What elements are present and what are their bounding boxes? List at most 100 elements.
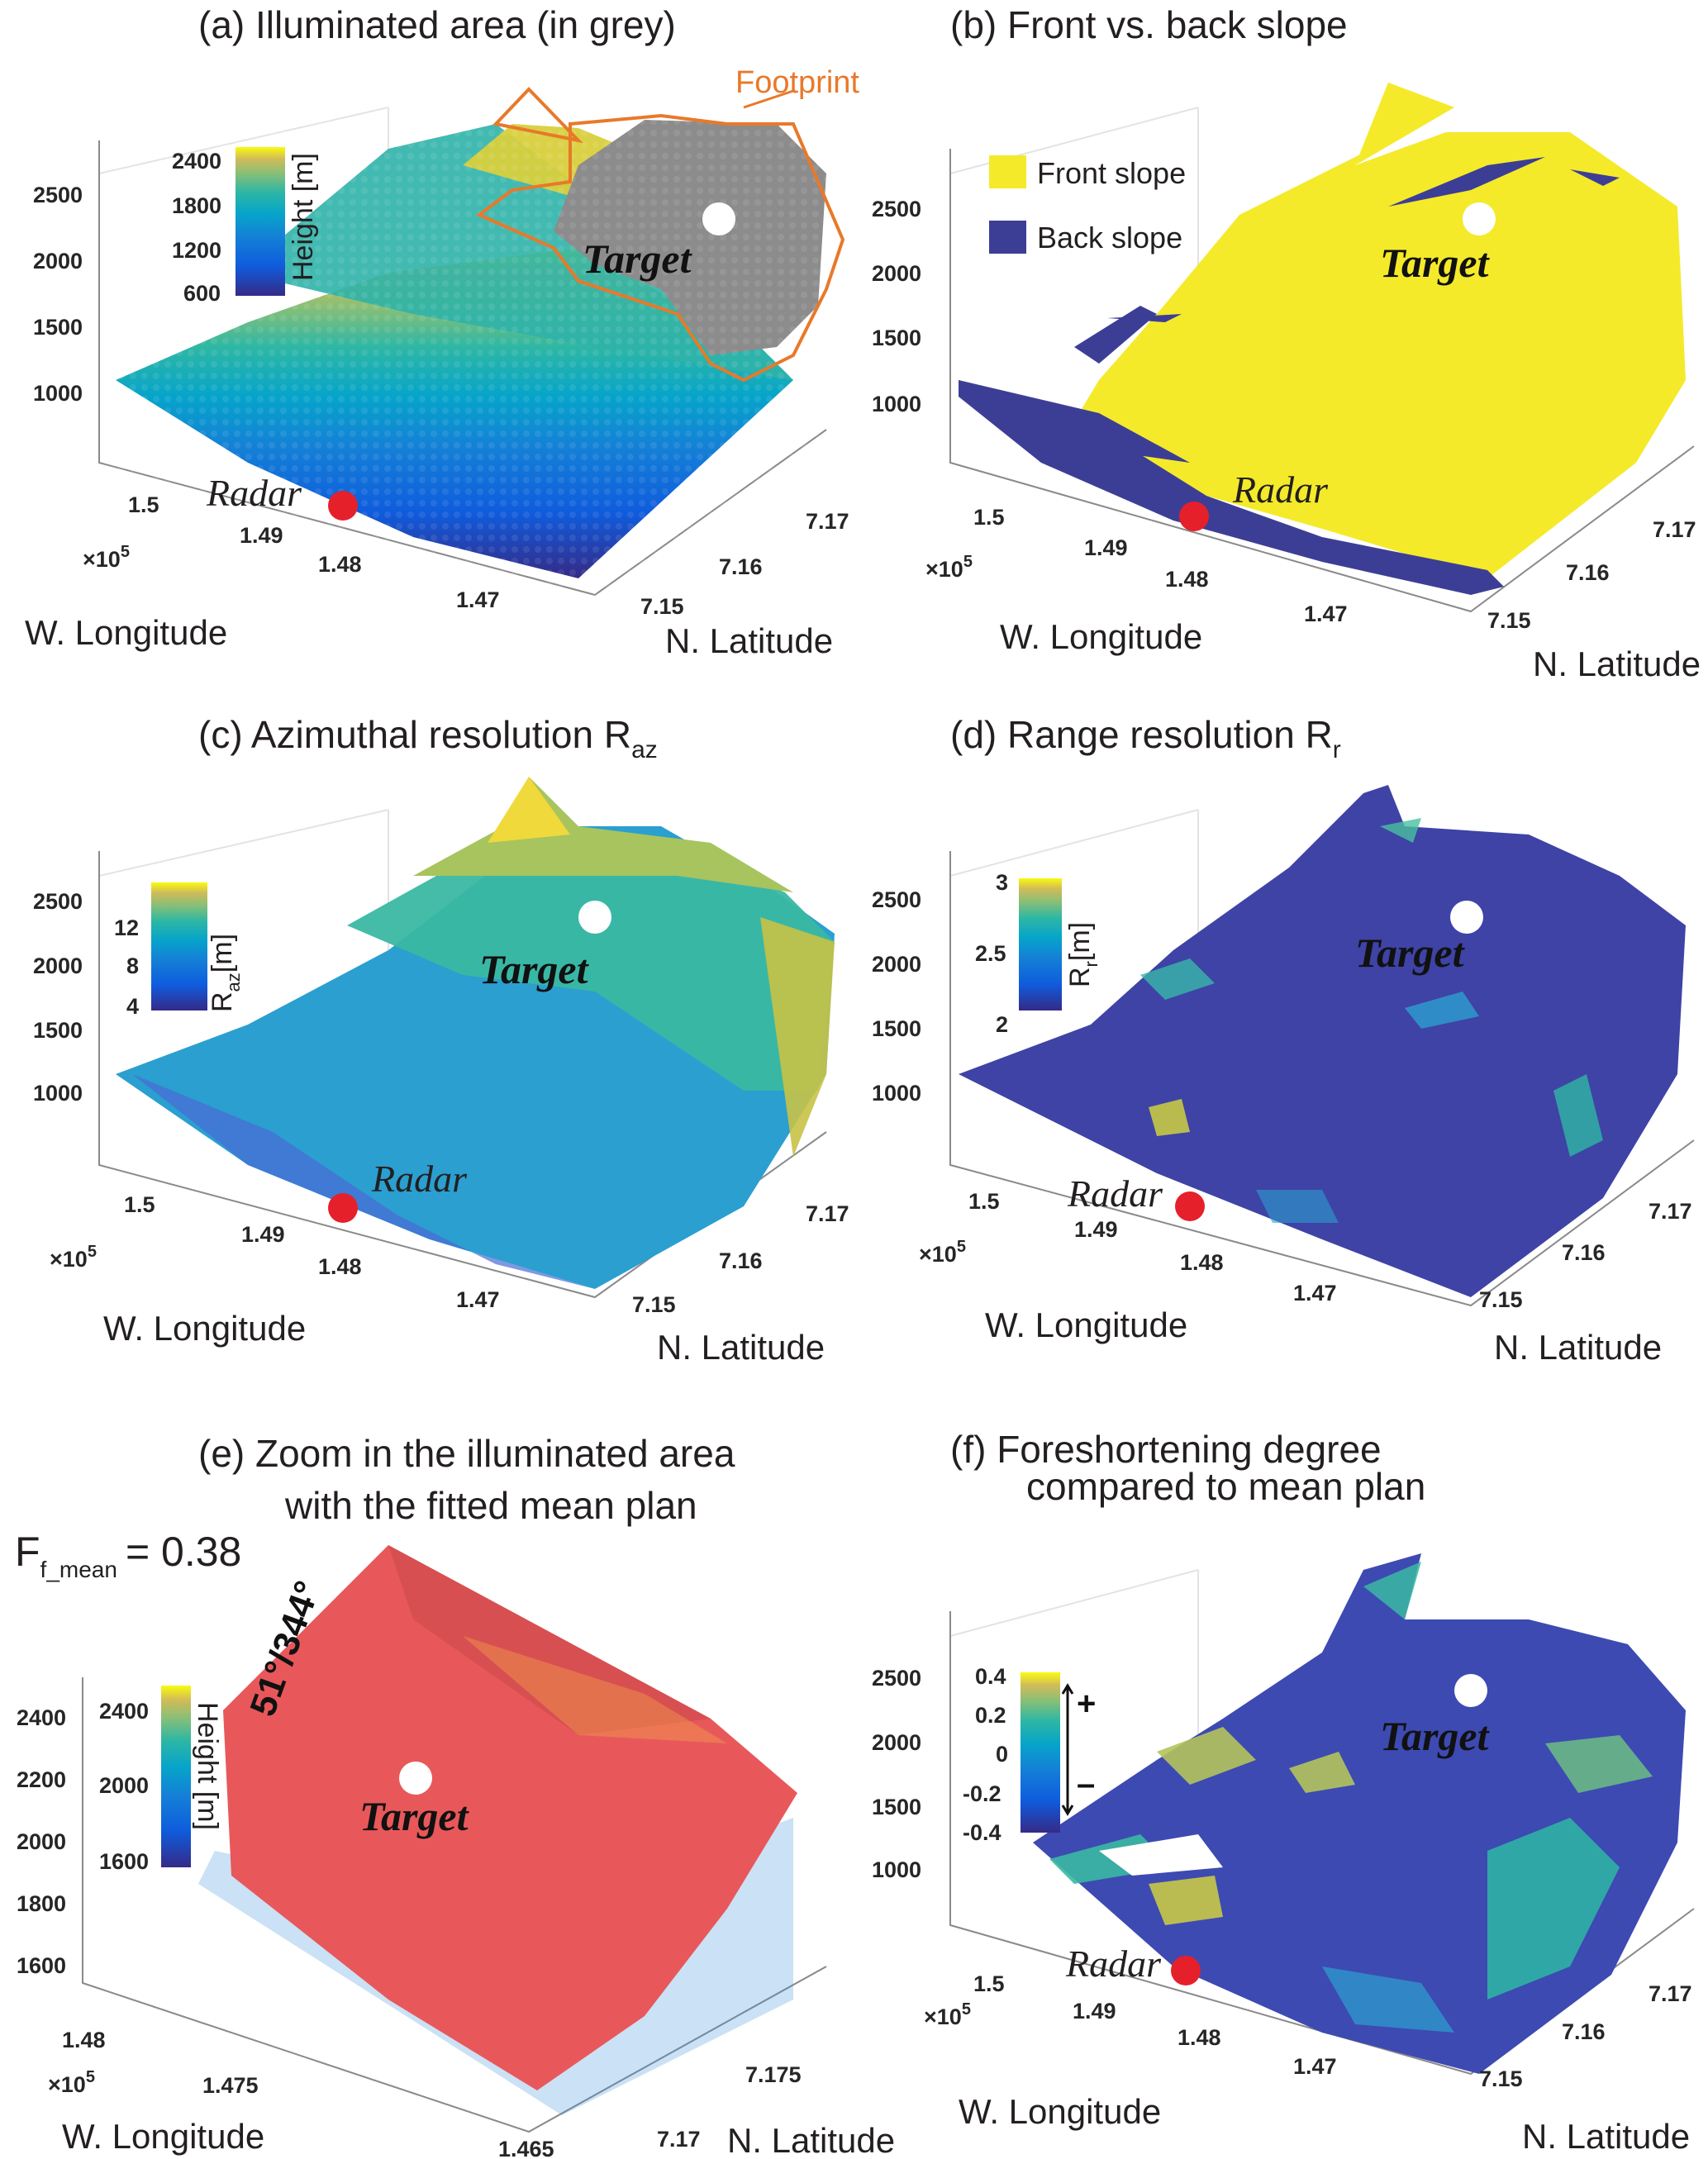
panel-d-radar-marker <box>1175 1191 1205 1221</box>
panel-e-ztick-1: 2200 <box>17 1767 66 1792</box>
panel-c-surface-high <box>413 777 793 892</box>
panel-f-patch-3 <box>1149 1876 1223 1925</box>
panel-d-title: (d) Range resolution Rr <box>950 713 1341 763</box>
panel-d-target-label: Target <box>1355 930 1466 976</box>
panel-e-cb-tick-1: 2000 <box>99 1773 149 1798</box>
panel-f-cb-tick-0: 0.4 <box>975 1664 1006 1689</box>
panel-b-lattick-2: 7.15 <box>1487 608 1531 633</box>
panel-b-radar-marker <box>1179 502 1209 531</box>
panel-c-radar-label: Radar <box>371 1158 468 1200</box>
panel-b-back-slope-streak-3 <box>1570 169 1620 186</box>
panel-d-ztick-3: 1000 <box>872 1081 921 1106</box>
panel-e-lattick-1: 7.17 <box>657 2127 701 2152</box>
panel-d: (d) Range resolution Rr 3 2.5 2 Rr[m] Ta… <box>872 713 1695 1367</box>
panel-e-exponent: ×105 <box>48 2068 95 2097</box>
panel-a-lattick-1: 7.16 <box>719 554 763 579</box>
panel-e-lontick-1: 1.475 <box>202 2073 259 2098</box>
panel-c-surface-mid <box>347 835 835 1091</box>
panel-d-surface-base <box>959 785 1686 1297</box>
panel-b-legend: Front slope Back slope <box>989 155 1186 254</box>
panel-b-lattick-0: 7.17 <box>1653 517 1696 542</box>
panel-c-ztick-1: 2000 <box>33 953 83 978</box>
panel-a-cb-tick-1: 1800 <box>172 193 221 218</box>
panel-c-exponent: ×105 <box>50 1243 97 1272</box>
panel-b-ztick-0: 2500 <box>872 197 921 221</box>
panel-e-lontick-0: 1.48 <box>62 2028 106 2052</box>
panel-f-patch-4 <box>1487 1818 1620 2000</box>
panel-a-surface <box>116 107 826 603</box>
panel-f-cb-tick-1: 0.2 <box>975 1703 1006 1728</box>
panel-d-surface <box>959 785 1686 1297</box>
panel-b-back-slope-streak-4 <box>1107 314 1182 322</box>
panel-e-metric: Ff_mean = 0.38 <box>15 1529 241 1582</box>
panel-d-lattick-0: 7.17 <box>1649 1199 1692 1224</box>
panel-d-lontick-0: 1.5 <box>968 1189 1000 1214</box>
panel-b-lontick-2: 1.48 <box>1165 567 1209 592</box>
panel-a-lontick-0: 1.5 <box>128 492 159 517</box>
panel-f-lontick-2: 1.48 <box>1178 2025 1221 2050</box>
panel-b-legend-back: Back slope <box>1037 221 1182 254</box>
panel-a-exponent: ×105 <box>83 543 130 572</box>
panel-e-target-label: Target <box>359 1793 470 1839</box>
panel-a-radar-marker <box>328 491 358 521</box>
panel-d-lontick-3: 1.47 <box>1293 1281 1337 1305</box>
panel-b-xlabel: W. Longitude <box>1000 617 1202 656</box>
panel-f-colorbar: 0.4 0.2 0 -0.2 -0.4 + – <box>963 1664 1096 1845</box>
panel-b-exponent: ×105 <box>925 553 973 582</box>
panel-b-ztick-1: 2000 <box>872 261 921 286</box>
panel-a-colorbar: 2400 1800 1200 600 Height [m] <box>172 147 319 306</box>
panel-d-patch-6 <box>1256 1190 1339 1223</box>
panel-e-cb-label: Height [m] <box>192 1702 223 1830</box>
panel-f: (f) Foreshortening degree compared to me… <box>872 1428 1695 2156</box>
panel-f-surface <box>1033 1553 1686 2074</box>
panel-e-ztick-0: 2400 <box>17 1705 66 1730</box>
panel-d-xlabel: W. Longitude <box>985 1305 1187 1344</box>
panel-b-lattick-1: 7.16 <box>1566 560 1610 585</box>
panel-a: (a) Illuminated area (in grey) Footprint… <box>25 3 859 660</box>
panel-c-radar-marker <box>328 1193 358 1223</box>
panel-e-lontick-2: 1.465 <box>498 2137 554 2159</box>
panel-b-axes <box>949 107 1695 613</box>
panel-c-lattick-0: 7.17 <box>806 1201 849 1226</box>
panel-e-title-line2: with the fitted mean plan <box>284 1484 697 1527</box>
panel-f-title-line2: compared to mean plan <box>1026 1465 1425 1508</box>
panel-d-patch-3 <box>1405 992 1479 1029</box>
panel-d-cb-label: Rr[m] <box>1064 922 1101 987</box>
panel-a-cb-tick-2: 1200 <box>172 238 221 263</box>
panel-e-ztick-2: 2000 <box>17 1829 66 1854</box>
panel-a-cb-label: Height [m] <box>288 153 319 281</box>
panel-f-patch-6 <box>1545 1735 1653 1793</box>
panel-f-cb-tick-2: 0 <box>996 1742 1008 1767</box>
panel-f-cb-plus: + <box>1077 1686 1096 1722</box>
panel-d-patch-5 <box>1380 818 1421 843</box>
panel-c-lontick-1: 1.49 <box>241 1222 285 1247</box>
panel-d-cb-tick-1: 2.5 <box>975 941 1006 966</box>
panel-f-patch-5 <box>1363 1562 1421 1619</box>
panel-f-hole <box>1099 1834 1223 1876</box>
panel-a-xlabel: W. Longitude <box>25 613 227 652</box>
panel-d-patch-1 <box>1140 958 1215 1000</box>
panel-b-legend-back-swatch <box>989 221 1026 254</box>
panel-f-ztick-0: 2500 <box>872 1666 921 1691</box>
panel-f-ztick-2: 1500 <box>872 1795 921 1819</box>
panel-d-target-marker <box>1450 901 1483 934</box>
panel-a-ztick-0: 2500 <box>33 183 83 207</box>
panel-c-low-band <box>132 1074 595 1289</box>
panel-e-cb-tick-2: 1600 <box>99 1849 149 1874</box>
panel-a-ztick-1: 2000 <box>33 249 83 273</box>
panel-a-lontick-2: 1.48 <box>318 552 362 577</box>
panel-c-cb-tick-0: 12 <box>114 915 139 940</box>
panel-f-lattick-1: 7.16 <box>1562 2019 1606 2044</box>
panel-d-axes <box>949 809 1695 1307</box>
panel-a-lontick-3: 1.47 <box>456 587 500 612</box>
panel-c-surface <box>116 777 835 1289</box>
panel-b-lontick-3: 1.47 <box>1304 602 1348 626</box>
panel-b-lontick-0: 1.5 <box>973 505 1005 530</box>
panel-f-lattick-2: 7.15 <box>1479 2066 1523 2091</box>
panel-d-radar-label: Radar <box>1067 1172 1163 1215</box>
panel-c-lontick-0: 1.5 <box>124 1192 155 1217</box>
panel-f-lontick-1: 1.49 <box>1073 1999 1116 2023</box>
panel-b-title: (b) Front vs. back slope <box>950 3 1348 46</box>
panel-f-cb-minus: – <box>1077 1766 1095 1802</box>
panel-a-target-marker <box>702 202 735 235</box>
